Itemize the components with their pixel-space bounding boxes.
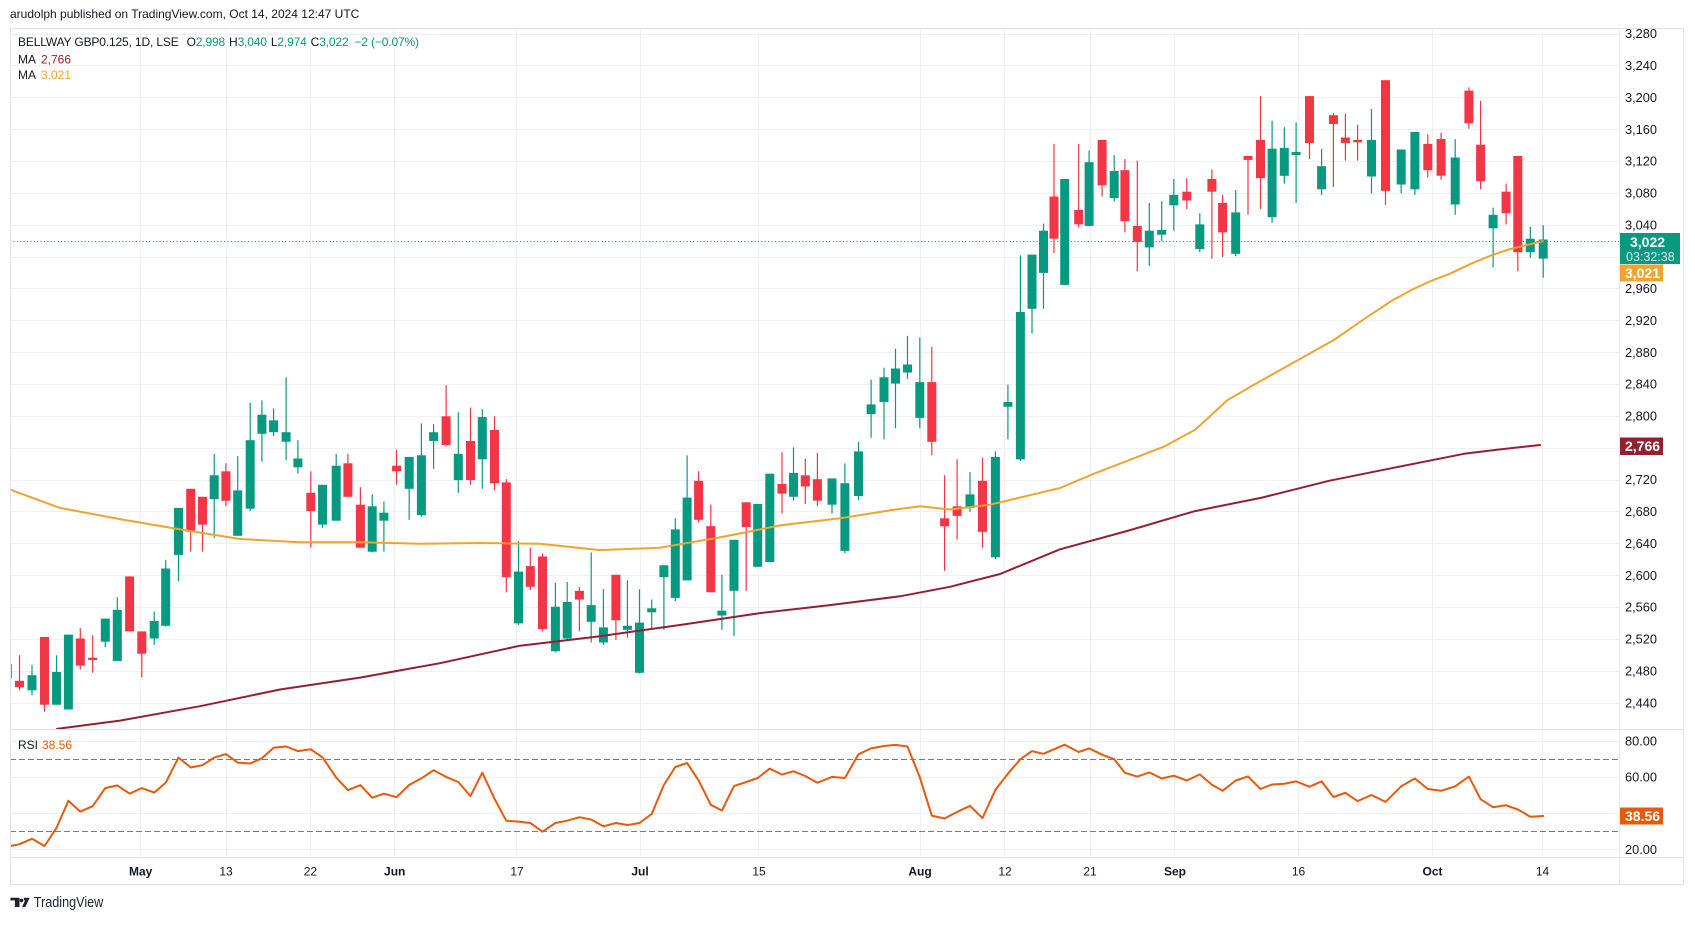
svg-text:MA3,021: MA 3,021 (18, 68, 71, 82)
svg-text:2,640: 2,640 (1625, 536, 1657, 551)
svg-text:3,240: 3,240 (1625, 58, 1657, 73)
svg-text:2,680: 2,680 (1625, 504, 1657, 519)
svg-text:Aug: Aug (908, 865, 931, 879)
svg-text:2,560: 2,560 (1625, 600, 1657, 615)
svg-text:60.00: 60.00 (1625, 770, 1657, 785)
svg-text:TradingView: TradingView (34, 894, 104, 911)
svg-text:Oct: Oct (1422, 865, 1442, 879)
svg-text:3,080: 3,080 (1625, 186, 1657, 201)
svg-text:16: 16 (1292, 865, 1306, 879)
svg-text:13: 13 (219, 865, 233, 879)
svg-text:20.00: 20.00 (1625, 842, 1657, 857)
svg-text:2,520: 2,520 (1625, 632, 1657, 647)
svg-text:2,800: 2,800 (1625, 409, 1657, 424)
svg-text:38.56: 38.56 (1625, 808, 1660, 824)
svg-text:21: 21 (1083, 865, 1097, 879)
svg-text:May: May (129, 865, 153, 879)
svg-text:3,200: 3,200 (1625, 90, 1657, 105)
svg-text:2,960: 2,960 (1625, 281, 1657, 296)
svg-text:2,440: 2,440 (1625, 695, 1657, 710)
svg-text:22: 22 (304, 865, 318, 879)
svg-text:3,040: 3,040 (1625, 217, 1657, 232)
svg-text:2,766: 2,766 (1625, 438, 1660, 454)
svg-text:Jul: Jul (631, 865, 648, 879)
svg-text:3,280: 3,280 (1625, 26, 1657, 41)
svg-text:Jun: Jun (384, 865, 405, 879)
svg-text:80.00: 80.00 (1625, 733, 1657, 748)
svg-text:2,920: 2,920 (1625, 313, 1657, 328)
svg-text:MA2,766: MA 2,766 (18, 53, 71, 67)
svg-text:2,720: 2,720 (1625, 472, 1657, 487)
svg-text:03:32:38: 03:32:38 (1626, 250, 1675, 264)
svg-text:Sep: Sep (1164, 865, 1186, 879)
svg-text:3,160: 3,160 (1625, 122, 1657, 137)
svg-text:arudolph published on TradingV: arudolph published on TradingView.com, O… (10, 7, 360, 21)
svg-text:2,840: 2,840 (1625, 377, 1657, 392)
svg-text:2,600: 2,600 (1625, 568, 1657, 583)
svg-text:2,480: 2,480 (1625, 663, 1657, 678)
svg-text:3,120: 3,120 (1625, 154, 1657, 169)
svg-text:17: 17 (510, 865, 524, 879)
svg-text:12: 12 (998, 865, 1012, 879)
svg-text:14: 14 (1536, 865, 1550, 879)
svg-text:15: 15 (752, 865, 766, 879)
svg-text:3,021: 3,021 (1625, 265, 1660, 281)
svg-text:3,022: 3,022 (1630, 234, 1665, 250)
svg-text:2,880: 2,880 (1625, 345, 1657, 360)
